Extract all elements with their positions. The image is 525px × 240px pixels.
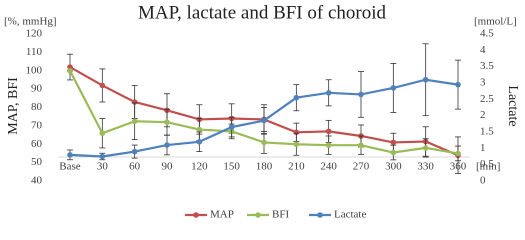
y2-tick-label: 0.5 (480, 158, 494, 170)
x-tick-label: 330 (417, 161, 434, 173)
y2-tick-label: 4 (480, 44, 486, 56)
point (325, 142, 332, 148)
y2-tick-label: 2 (480, 109, 486, 121)
y-tick-label: 80 (31, 101, 43, 113)
point (390, 139, 397, 146)
point (196, 126, 203, 133)
y2-axis-title: Lactate (505, 85, 520, 126)
y-unit: [%, mmHg] (4, 16, 57, 28)
legend-label: MAP (210, 209, 234, 221)
point (67, 67, 73, 74)
legend-label: Lactate (334, 209, 366, 221)
y-tick-label: 50 (31, 156, 43, 168)
y2-tick-label: 3 (480, 77, 486, 89)
point (358, 142, 364, 148)
point (390, 85, 397, 91)
x-tick-label: 270 (353, 161, 370, 173)
point (131, 148, 138, 155)
y-tick-label: 70 (31, 119, 43, 131)
point (228, 124, 235, 130)
x-tick-label: 210 (288, 161, 305, 173)
point (293, 129, 300, 136)
point (196, 139, 203, 145)
y-tick-label: 100 (26, 64, 43, 76)
point (455, 81, 461, 88)
point (164, 142, 170, 148)
x-tick-label: 180 (256, 161, 273, 173)
point (99, 130, 106, 137)
point (293, 141, 300, 148)
chart: MAP, lactate and BFI of choroid [%, mmHg… (4, 2, 520, 221)
x-tick-label: Base (59, 161, 81, 173)
point (67, 152, 73, 158)
y-tick-label: 40 (31, 175, 43, 187)
y2-tick-label: 4.5 (480, 28, 494, 40)
y2-tick-label: 1.5 (480, 126, 494, 138)
y2-tick-label: 0 (480, 175, 486, 187)
y2-unit: [mmol/L] (474, 16, 517, 28)
y-tick-label: 90 (31, 83, 43, 95)
y-axis-title: MAP, BFI (6, 77, 21, 135)
point (325, 128, 332, 135)
y2-tick-label: 3.5 (480, 60, 494, 72)
point (455, 150, 461, 157)
point (390, 149, 397, 156)
point (293, 94, 300, 101)
y-tick-label: 60 (31, 138, 43, 150)
point (422, 76, 429, 83)
point (99, 82, 106, 89)
x-tick-label: 120 (191, 161, 208, 173)
point (358, 91, 364, 98)
x-unit: [min] (476, 161, 500, 173)
legend-marker (255, 212, 261, 218)
point (422, 145, 429, 151)
point (131, 99, 138, 105)
x-tick-label: 150 (223, 161, 240, 173)
legend-marker (193, 212, 199, 218)
y-tick-label: 110 (26, 46, 43, 58)
x-tick-label: 300 (385, 161, 402, 173)
x-tick-label: 90 (162, 161, 174, 173)
point (261, 139, 267, 146)
chart-title: MAP, lactate and BFI of choroid (138, 2, 387, 23)
x-tick-label: 240 (320, 161, 337, 173)
x-tick-label: 60 (129, 161, 141, 173)
point (131, 118, 138, 125)
y2-tick-label: 1 (480, 142, 486, 154)
point (325, 90, 332, 96)
legend-marker (317, 212, 323, 218)
point (99, 153, 106, 160)
y2-tick-label: 2.5 (480, 93, 494, 105)
point (164, 119, 170, 125)
y-tick-label: 120 (26, 28, 43, 40)
legend-label: BFI (272, 209, 289, 221)
x-tick-label: 30 (97, 161, 109, 173)
point (261, 117, 267, 124)
